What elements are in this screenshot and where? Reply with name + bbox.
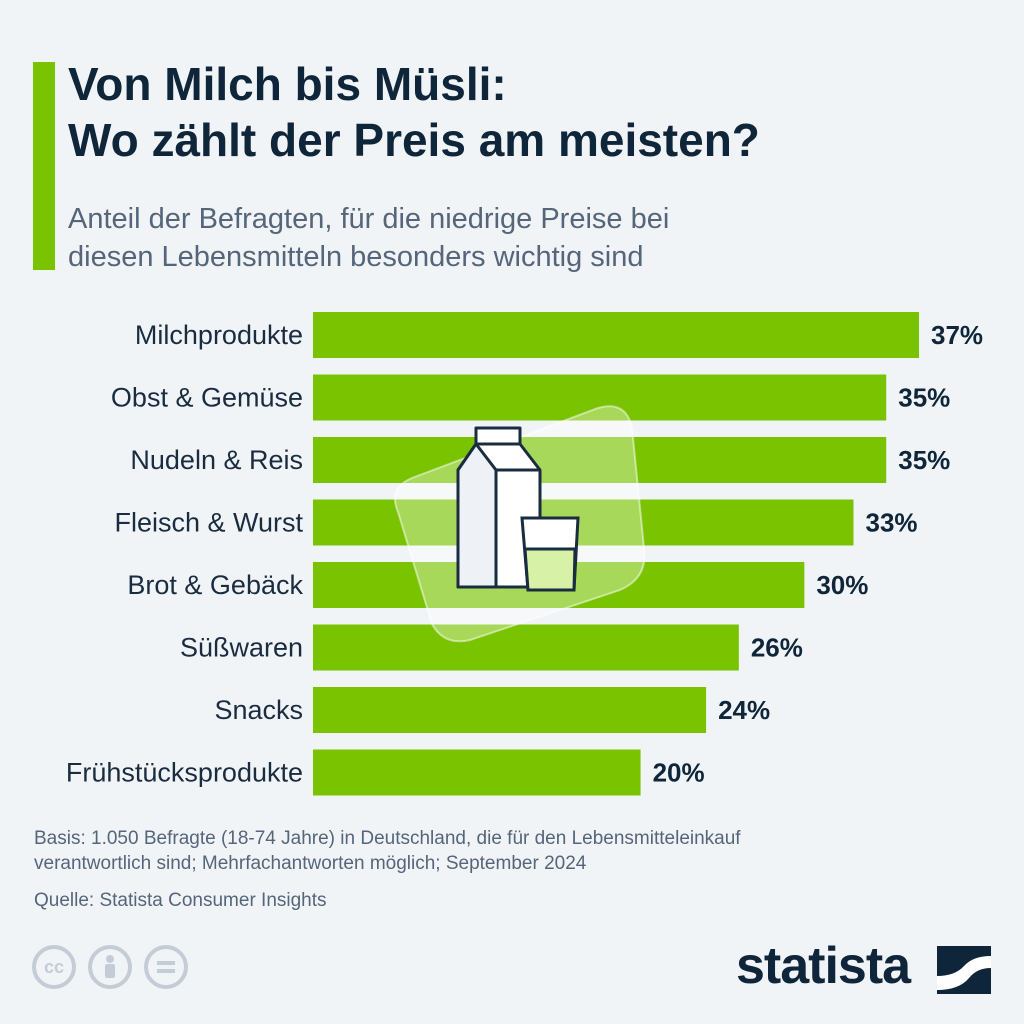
milk-illustration-icon [394,405,646,643]
value-label-4: 30% [816,570,868,600]
category-label-7: Frühstücksprodukte [66,758,303,788]
bar-7 [313,749,641,796]
bar-chart: Milchprodukte 37% Obst & Gemüse 35% Nudeln &… [66,312,983,796]
statista-logo-text[interactable]: statista [736,937,911,995]
category-label-3: Fleisch & Wurst [114,508,303,538]
bar-0 [313,312,919,358]
subtitle-line-2: diesen Lebensmitteln besonders wichtig s… [68,241,644,273]
title-line-2: Wo zählt der Preis am meisten? [68,114,760,166]
cc-icon[interactable]: cc [32,945,76,989]
value-label-2: 35% [898,445,950,475]
bar-1 [313,374,887,421]
license-icons: cc [32,945,188,989]
chart-subtitle: Anteil der Befragten, für die niedrige P… [68,200,968,276]
accent-bar [33,62,55,270]
basis-line-2: verantwortlich sind; Mehrfachantworten m… [34,853,587,874]
bars-layer: Milchprodukte 37% Obst & Gemüse 35% Nudeln &… [66,312,983,796]
title-line-1: Von Milch bis Müsli: [68,58,507,110]
value-label-3: 33% [865,508,917,538]
no-derivatives-icon[interactable] [144,945,188,989]
category-label-4: Brot & Gebäck [127,570,303,600]
statista-logo-icon[interactable] [937,946,991,994]
chart-title: Von Milch bis Müsli: Wo zählt der Preis … [68,56,998,168]
value-label-1: 35% [898,383,950,413]
attribution-icon[interactable] [88,945,132,989]
subtitle-line-1: Anteil der Befragten, für die niedrige P… [68,203,670,235]
category-label-6: Snacks [214,695,303,725]
value-label-5: 26% [751,633,803,663]
category-label-5: Süßwaren [180,633,303,663]
chart-notes: Basis: 1.050 Befragte (18-74 Jahre) in D… [34,826,934,913]
category-label-1: Obst & Gemüse [111,383,303,413]
bar-3 [313,499,854,546]
value-label-0: 37% [931,320,983,350]
category-label-2: Nudeln & Reis [130,445,303,475]
value-label-6: 24% [718,695,770,725]
category-label-0: Milchprodukte [135,320,303,350]
milk-glass-icon [520,516,580,592]
bar-6 [313,687,707,733]
basis-line-1: Basis: 1.050 Befragte (18-74 Jahre) in D… [34,828,741,849]
bar-2 [313,437,887,483]
source-note: Quelle: Statista Consumer Insights [34,890,327,911]
bar-5 [313,624,739,671]
value-label-7: 20% [653,758,705,788]
